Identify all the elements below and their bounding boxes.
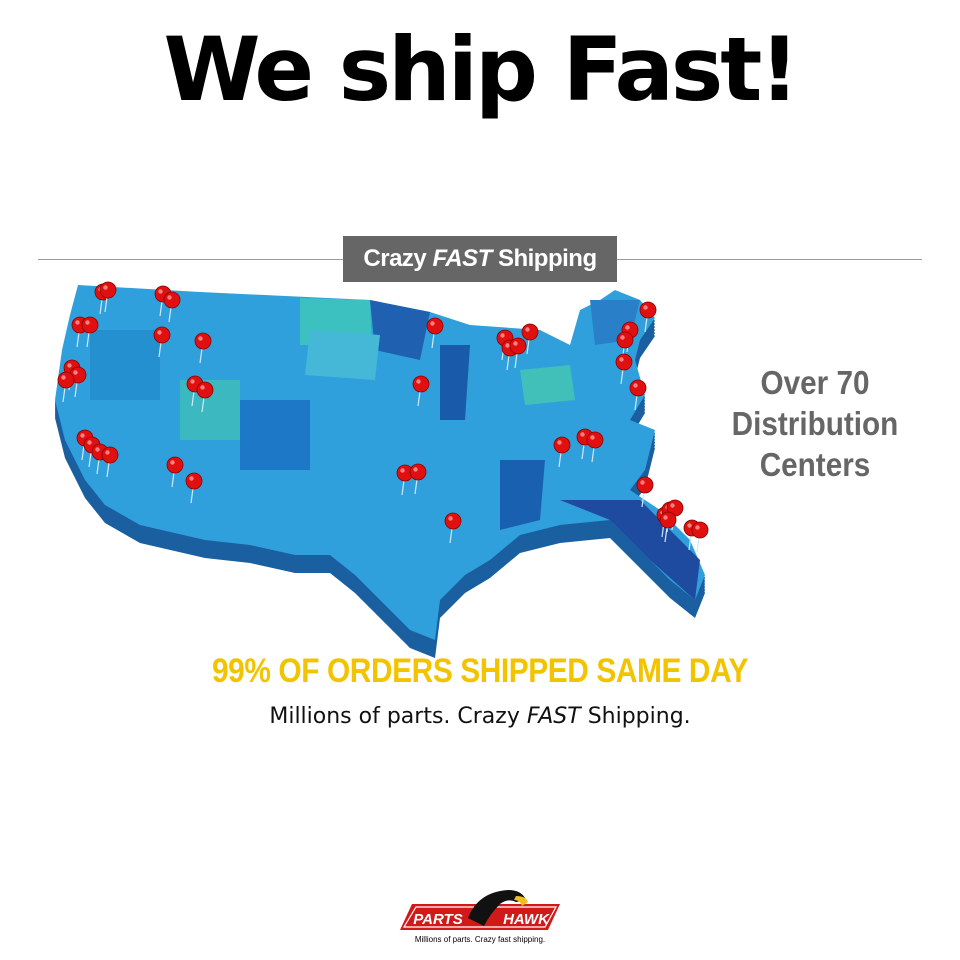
map-pin-icon (194, 332, 212, 364)
logo-right-text: HAWK (503, 911, 550, 928)
map-pin-icon (586, 431, 604, 463)
banner-prefix: Crazy (363, 245, 427, 272)
map-pin-icon (553, 436, 571, 468)
map-pin-icon (521, 323, 539, 355)
map-region (440, 345, 470, 420)
centers-line-1: Over 70 (760, 364, 870, 401)
map-pin-icon (691, 521, 709, 553)
centers-line-2: Distribution (731, 405, 899, 442)
map-pin-icon (81, 316, 99, 348)
map-region (500, 460, 545, 530)
map-region (520, 365, 575, 405)
map-pin-icon (163, 291, 181, 323)
tagline-emphasis: FAST (526, 704, 581, 729)
banner-suffix: Shipping (497, 245, 597, 272)
map-pin-icon (444, 512, 462, 544)
hawk-logo-icon: PARTS HAWK (400, 890, 560, 930)
map-pin-icon (629, 379, 647, 411)
map-region (180, 380, 240, 440)
tagline-prefix: Millions of parts. Crazy (269, 704, 520, 729)
map-pin-icon (166, 456, 184, 488)
map-pin-icon (196, 381, 214, 413)
map-region (90, 330, 160, 400)
banner-emphasis: FAST (432, 245, 492, 272)
map-region (240, 400, 310, 470)
tagline: Millions of parts. Crazy FAST Shipping. (0, 704, 960, 729)
map-pins (57, 281, 709, 553)
map-pin-icon (426, 317, 444, 349)
shipping-banner: Crazy FAST Shipping (343, 236, 617, 282)
map-pin-icon (409, 463, 427, 495)
map-pin-icon (659, 511, 677, 543)
centers-line-3: Centers (759, 446, 871, 483)
map-region (370, 300, 430, 360)
logo-slogan: Millions of parts. Crazy fast shipping. (414, 935, 546, 944)
tagline-suffix: Shipping. (587, 704, 691, 729)
map-pin-icon (636, 476, 654, 508)
map-pin-icon (412, 375, 430, 407)
same-day-text: 99% OF ORDERS SHIPPED SAME DAY (211, 652, 749, 690)
distribution-centers-text: Over 70 Distribution Centers (712, 362, 919, 485)
map-pin-icon (57, 371, 75, 403)
logo-left-text: PARTS (413, 911, 462, 928)
map-pin-icon (101, 446, 119, 478)
map-pin-icon (185, 472, 203, 504)
map-pin-icon (639, 301, 657, 333)
page-headline: We ship Fast! (163, 18, 800, 121)
map-pin-icon (615, 353, 633, 385)
map-pin-icon (99, 281, 117, 313)
map-region (305, 330, 380, 380)
map-pin-icon (509, 337, 527, 369)
map-pin-icon (153, 326, 171, 358)
us-map (55, 281, 709, 658)
